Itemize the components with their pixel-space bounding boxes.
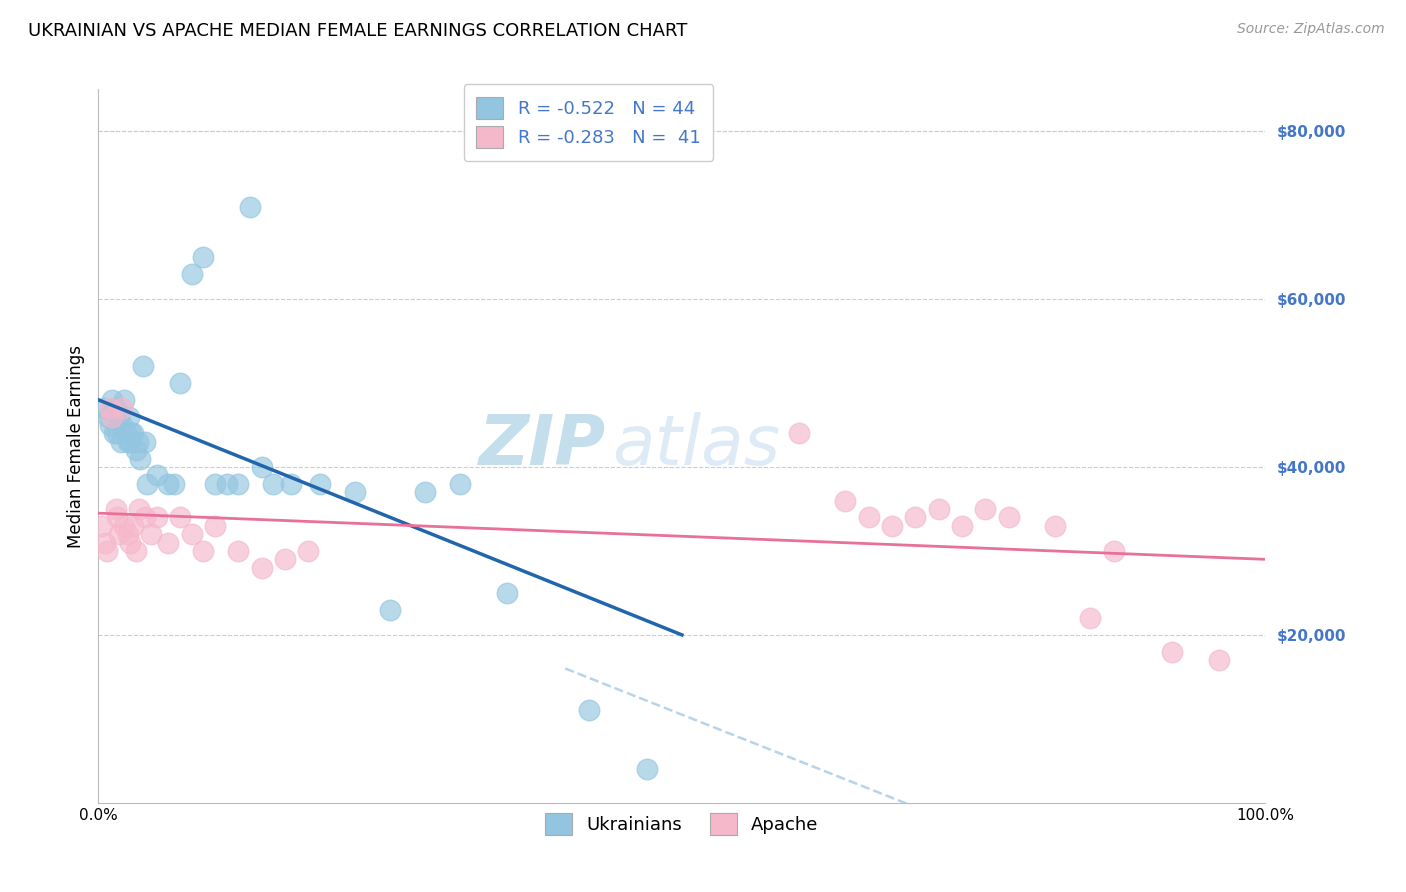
Point [1208,653,1230,667]
Point [111,417,134,432]
Point [1102,544,1125,558]
Point [274,552,297,566]
Point [180,267,202,281]
Point [98,401,121,416]
Point [297,544,319,558]
Point [125,544,148,558]
Point [636,762,658,776]
Point [122,426,145,441]
Point [104,401,127,416]
Point [974,502,997,516]
Point [90,518,112,533]
Point [169,510,191,524]
Point [94,535,117,549]
Point [180,527,202,541]
Point [928,502,950,516]
Point [103,426,125,441]
Point [239,200,262,214]
Point [250,460,273,475]
Point [578,703,600,717]
Point [449,476,471,491]
Point [834,493,856,508]
Point [858,510,880,524]
Point [112,518,135,533]
Point [118,434,141,449]
Point [309,476,332,491]
Point [118,409,141,424]
Point [787,426,810,441]
Point [344,485,367,500]
Point [96,544,118,558]
Point [134,510,156,524]
Point [108,527,131,541]
Text: Source: ZipAtlas.com: Source: ZipAtlas.com [1237,22,1385,37]
Point [110,434,132,449]
Point [1080,611,1102,625]
Point [108,409,131,424]
Point [204,476,226,491]
Point [93,401,115,416]
Point [250,560,273,574]
Point [157,535,180,549]
Point [380,603,402,617]
Point [157,476,180,491]
Legend: Ukrainians, Apache: Ukrainians, Apache [536,804,828,844]
Point [132,359,155,374]
Point [215,476,238,491]
Point [204,518,226,533]
Point [118,535,141,549]
Point [129,451,152,466]
Point [115,426,138,441]
Point [880,518,903,533]
Point [950,518,973,533]
Point [111,401,134,416]
Point [105,426,128,441]
Point [134,434,156,449]
Point [104,502,127,516]
Point [127,434,149,449]
Point [125,443,148,458]
Point [122,518,145,533]
Point [97,409,120,424]
Point [496,586,519,600]
Point [105,510,128,524]
Point [163,476,186,491]
Point [228,544,250,558]
Point [112,392,135,407]
Point [413,485,436,500]
Point [193,250,215,264]
Text: atlas: atlas [612,412,780,480]
Point [193,544,215,558]
Point [262,476,284,491]
Point [904,510,927,524]
Point [98,417,121,432]
Point [117,434,139,449]
Point [117,527,139,541]
Point [169,376,191,390]
Point [146,468,169,483]
Text: ZIP: ZIP [479,412,606,480]
Y-axis label: Median Female Earnings: Median Female Earnings [66,344,84,548]
Point [1161,645,1184,659]
Point [120,426,142,441]
Point [1045,518,1067,533]
Point [280,476,302,491]
Point [228,476,250,491]
Point [101,409,124,424]
Point [997,510,1019,524]
Text: UKRAINIAN VS APACHE MEDIAN FEMALE EARNINGS CORRELATION CHART: UKRAINIAN VS APACHE MEDIAN FEMALE EARNIN… [28,22,688,40]
Point [139,527,162,541]
Point [136,476,159,491]
Point [146,510,169,524]
Point [128,502,150,516]
Point [101,392,124,407]
